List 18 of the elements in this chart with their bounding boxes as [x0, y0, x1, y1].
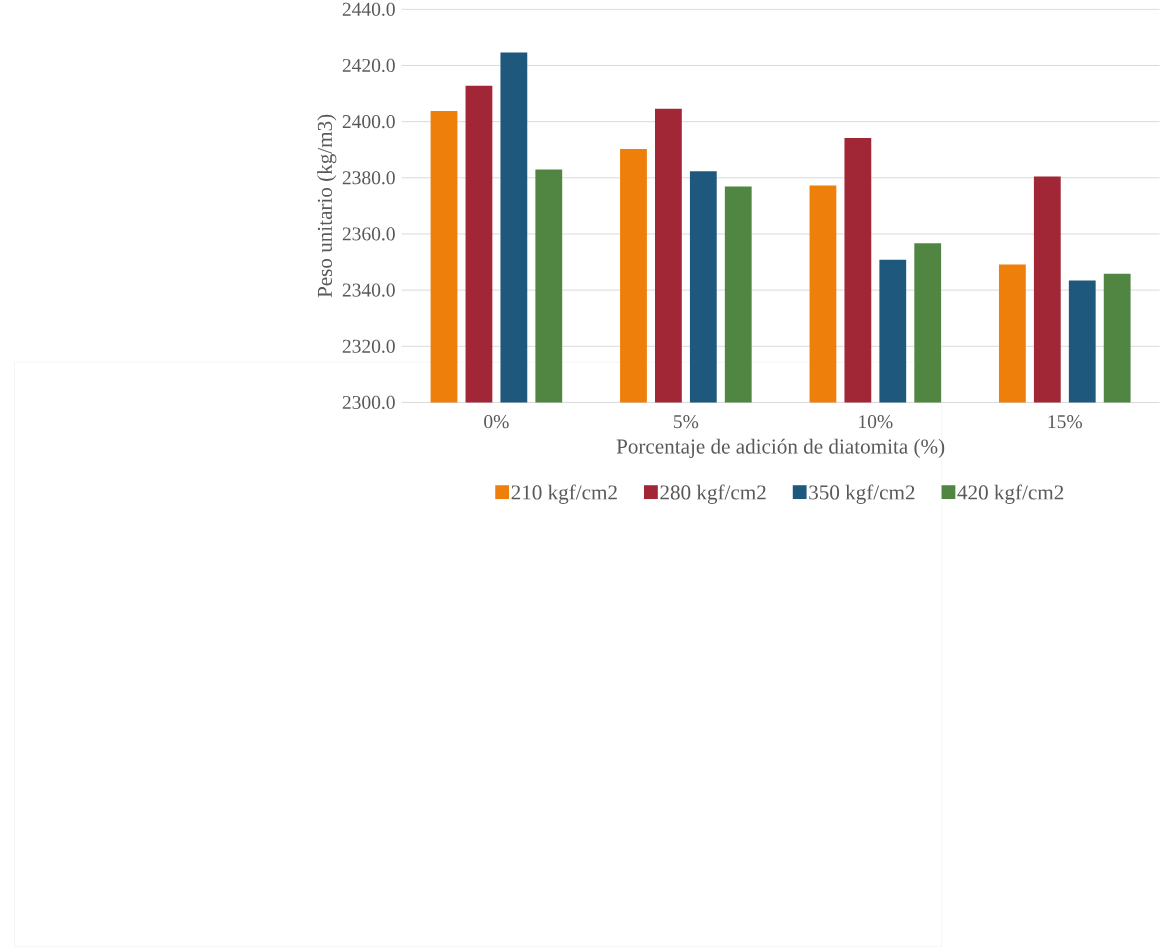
y-tick-label: 2420.0	[342, 58, 395, 72]
y-tick-label: 2340.0	[342, 283, 395, 297]
x-tick-label: 15%	[1048, 414, 1082, 429]
y-axis-title: Peso unitario (kg/m3)	[317, 114, 337, 298]
legend-label: 350 kgf/cm2	[809, 484, 915, 504]
x-tick-label: 10%	[859, 414, 893, 429]
y-tick-label: 2360.0	[342, 227, 395, 241]
y-tick-label: 2320.0	[342, 339, 395, 353]
y-tick-label: 2400.0	[342, 114, 395, 129]
y-tick-label: 2380.0	[342, 171, 395, 185]
x-tick-label: 0%	[484, 414, 509, 429]
legend-label: 280 kgf/cm2	[660, 484, 766, 504]
y-tick-label: 2300.0	[342, 395, 395, 409]
legend-label: 210 kgf/cm2	[511, 484, 617, 504]
y-tick-label: 2440.0	[342, 2, 395, 16]
x-axis-title: Porcentaje de adición de diatomita (%)	[616, 438, 945, 458]
x-tick-label: 5%	[674, 414, 699, 429]
legend-label: 420 kgf/cm2	[957, 484, 1064, 504]
